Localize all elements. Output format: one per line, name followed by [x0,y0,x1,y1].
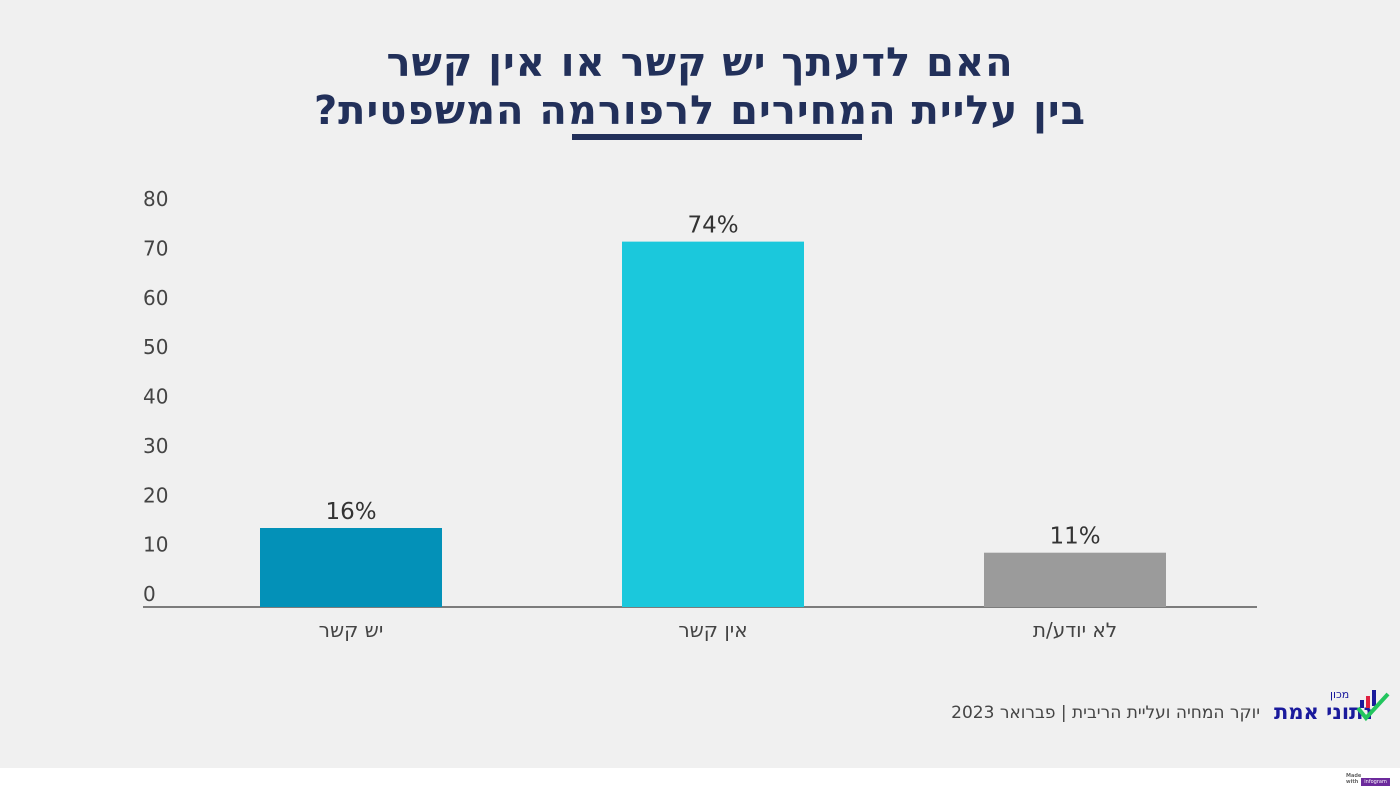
made-with-text: Made with [1346,773,1362,785]
data-label: 16% [325,499,376,525]
logo: מכון נתוני אמת [1272,688,1392,728]
y-tick-label: 20 [143,483,168,507]
made-with-badge[interactable]: Made with infogram [1346,773,1400,786]
chart-title-line1: האם לדעתך יש קשר או אין קשר [386,40,1014,86]
bar-2 [622,241,804,607]
brand-text: infogram [1361,778,1390,786]
logo-sub: מכון [1330,688,1350,701]
y-tick-label: 50 [143,335,168,359]
y-tick-label: 0 [143,582,156,606]
data-label: 74% [687,213,738,239]
y-tick-label: 80 [143,187,168,211]
logo-name: נתוני אמת [1274,700,1373,724]
bar-1 [260,528,442,607]
y-tick-label: 10 [143,533,168,557]
data-label: 11% [1049,524,1100,550]
y-tick-label: 40 [143,385,168,409]
x-tick-label: אין קשר [678,618,747,642]
y-tick-label: 60 [143,286,168,310]
chart-title-line2: בין עליית המחירים לרפורמה המשפטית? [313,88,1087,134]
bar-3 [984,552,1166,607]
x-tick-label: לא יודע/ת [1033,618,1117,642]
x-tick-label: יש קשר [319,618,384,642]
logo-check-icon [1356,690,1390,722]
y-tick-label: 70 [143,236,168,260]
y-tick-label: 30 [143,434,168,458]
bar-chart: 0 10 20 30 40 50 60 70 80 16% יש קשר 74% אין קשר 11% ל… [143,187,1257,642]
footer-source: יוקר המחיה ועליית הריבית | פברואר 2023 [951,703,1260,723]
title-underline [572,134,862,140]
